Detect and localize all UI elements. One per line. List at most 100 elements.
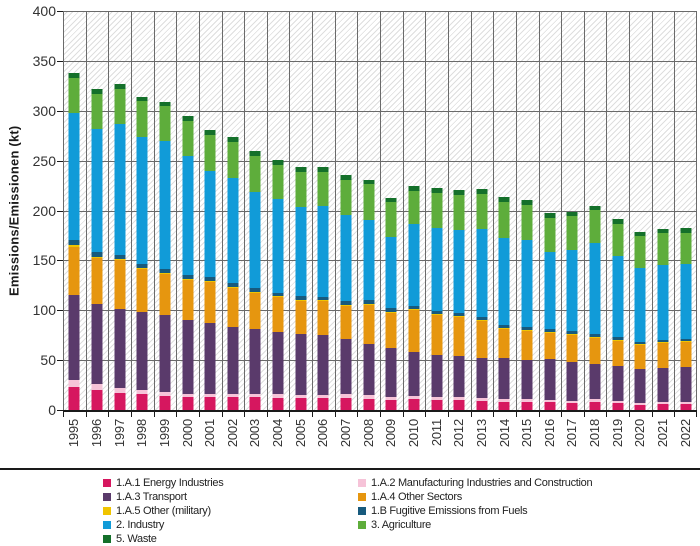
x-tick-mark (629, 412, 631, 417)
bar-column-2018 (584, 11, 607, 410)
bar-column-2014 (493, 11, 516, 410)
segment (249, 155, 261, 192)
segment (317, 166, 329, 172)
bar-column-2013 (471, 11, 494, 410)
segment (566, 403, 578, 410)
segment (182, 155, 194, 276)
segment (91, 258, 103, 305)
segment (182, 320, 194, 395)
segment (159, 140, 171, 270)
x-tick-label-2007: 2007 (338, 419, 354, 448)
segment (182, 115, 194, 121)
gridline-vertical (334, 11, 336, 410)
segment (476, 228, 488, 318)
segment (544, 333, 556, 360)
segment (91, 252, 103, 258)
gridline-vertical (629, 11, 631, 410)
segment (204, 397, 216, 410)
segment (544, 252, 556, 330)
segment (249, 293, 261, 330)
stacked-bar-2015 (521, 11, 533, 410)
segment (385, 312, 397, 314)
segment (227, 177, 239, 284)
bar-column-2004 (267, 11, 290, 410)
x-tick-mark (108, 412, 110, 417)
segment (431, 315, 443, 356)
segment (566, 215, 578, 251)
stacked-bar-2017 (566, 11, 578, 410)
segment (521, 399, 533, 403)
gridline-vertical (153, 11, 155, 410)
segment (204, 394, 216, 398)
segment (566, 335, 578, 363)
segment (317, 301, 329, 336)
segment (453, 313, 465, 317)
x-tick-mark (380, 412, 381, 417)
stacked-bar-1997 (114, 11, 126, 410)
x-tick-label-2006: 2006 (315, 419, 331, 448)
bar-column-2010 (403, 11, 426, 410)
segment (340, 339, 352, 395)
segment (91, 304, 103, 385)
segment (521, 327, 533, 331)
segment (272, 164, 284, 199)
y-tick-mark (57, 360, 63, 361)
segment (657, 228, 669, 233)
legend-item: 1.A.1 Energy Industries (103, 477, 358, 489)
legend-item: 1.B Fugitive Emissions from Fuels (358, 505, 592, 517)
segment (680, 342, 692, 368)
segment (249, 329, 261, 395)
stacked-bar-2020 (634, 11, 646, 410)
segment (453, 317, 465, 357)
segment (453, 229, 465, 314)
stacked-bar-2008 (363, 11, 375, 410)
segment (91, 88, 103, 94)
segment (317, 297, 329, 301)
segment (612, 340, 624, 342)
segment (566, 401, 578, 404)
segment (295, 300, 307, 302)
segment (476, 317, 488, 321)
segment (453, 356, 465, 398)
stacked-bar-2005 (295, 11, 307, 410)
segment (68, 295, 80, 381)
gridline-vertical (470, 11, 472, 410)
x-tick-mark (221, 412, 223, 417)
gridline-vertical (221, 11, 223, 410)
segment (476, 358, 488, 399)
segment (657, 342, 669, 344)
x-tick-label-2001: 2001 (202, 419, 218, 448)
segment (589, 399, 601, 403)
segment (657, 265, 669, 341)
segment (498, 328, 510, 330)
x-tick-mark (447, 412, 449, 417)
y-tick-mark (57, 161, 63, 162)
legend-swatch-icon (103, 521, 111, 529)
segment (612, 223, 624, 257)
gridline-vertical (606, 11, 608, 410)
bar-column-2022 (674, 11, 697, 410)
x-tick-label-2002: 2002 (224, 419, 240, 448)
segment (498, 329, 510, 359)
y-tick-mark (57, 61, 63, 62)
gridline-vertical (198, 11, 200, 410)
bar-column-2016 (538, 11, 561, 410)
x-tick-label-2010: 2010 (405, 419, 421, 448)
segment (136, 100, 148, 137)
stacked-bar-2003 (249, 11, 261, 410)
segment (544, 400, 556, 403)
segment (204, 134, 216, 171)
segment (385, 197, 397, 202)
segment (295, 296, 307, 301)
legend-item: 1.A.5 Other (military) (103, 505, 358, 517)
segment (544, 359, 556, 401)
segment (680, 339, 692, 342)
segment (204, 323, 216, 395)
legend-item: 1.A.2 Manufacturing Industries and Const… (358, 477, 593, 489)
segment (159, 396, 171, 410)
segment (431, 192, 443, 228)
bar-column-2002 (221, 11, 244, 410)
x-tick-mark (334, 412, 336, 417)
segment (249, 191, 261, 289)
x-tick-label-1997: 1997 (111, 419, 127, 448)
